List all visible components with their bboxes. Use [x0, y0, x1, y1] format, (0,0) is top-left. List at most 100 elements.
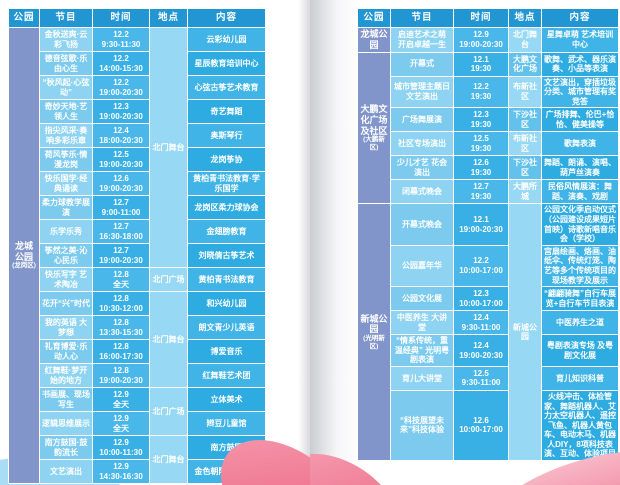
content-cell: 舞蹈、朗诵、演唱、葫芦丝演奏 [541, 155, 619, 181]
content-cell: 辫豆儿童馆 [187, 411, 266, 436]
time-cell: 12.4 19:00-20:30 [453, 334, 509, 367]
program-cell: “秋风起·心弦动” [39, 75, 93, 100]
content-cell: 云彩幼儿园 [187, 27, 266, 52]
column-header: 地点 [508, 8, 542, 28]
content-cell: 龙岗区柔力球协会 [187, 195, 266, 220]
content-cell: 歌舞表演 [541, 131, 619, 157]
content-cell: 龙岗筝协 [187, 147, 266, 172]
location-cell: 北门舞台 [149, 435, 188, 484]
time-cell: 12.2 19:00-20:30 [92, 75, 150, 100]
time-cell: 12.6 19:00-20:30 [92, 171, 150, 196]
content-cell: 立体美术 [187, 387, 266, 412]
program-cell: 开幕式 [390, 51, 454, 77]
content-cell: 黄柏青书法教育·学乐国学 [187, 171, 266, 196]
content-cell: “翩翩骑舞”自行车展览+自行车节目表演 [541, 286, 619, 312]
content-cell: 南方鼓国 [187, 435, 266, 460]
program-cell: 乐学乐秀 [39, 219, 93, 244]
time-cell: 12.5 19:00-20:30 [92, 147, 150, 172]
content-cell: 奥斯琴行 [187, 123, 266, 148]
time-cell: 12.8 16:00-17:30 [92, 339, 150, 364]
program-cell: 快乐国学·经典诵读 [39, 171, 93, 196]
time-cell: 12.7 9:00-11:00 [92, 195, 150, 220]
program-cell: 城市管理主题日 文艺演出 [390, 75, 454, 109]
content-cell: 星辰教育培训中心 [187, 51, 266, 76]
program-cell: 南方鼓国·鼓韵流长 [39, 435, 93, 460]
program-cell: 指尖风采·奏响多彩乐章 [39, 123, 93, 148]
program-cell: 闭幕式晚会 [390, 179, 454, 205]
time-cell: 12.3 19:00-20:30 [92, 99, 150, 124]
content-cell: 火线冲击、体检管家、舞蹈机器人、艾力太空机器人、遥控飞鱼、机器人黄包车、电动木马… [541, 389, 619, 462]
time-cell: 12.4 9:30-11:00 [453, 310, 509, 336]
time-cell: 12.1 19:00-20:30 [453, 203, 509, 246]
program-cell: 启迪艺术之萌 开启卓越一生 [390, 27, 454, 53]
time-cell: 12.7 19:00-20:30 [92, 243, 150, 268]
program-cell: 书画展、现场写生 [39, 387, 93, 412]
time-cell: 12.6 10:00-17:00 [453, 389, 509, 462]
program-cell: 公园嘉年华 [390, 244, 454, 288]
time-cell: 12.8 13:30-15:30 [92, 315, 150, 340]
content-cell: 金翅膀教育 [187, 219, 266, 244]
program-cell: 柔力球教学展演 [39, 195, 93, 220]
program-cell: “情系传统，重温经典” 光明粤剧表演 [390, 334, 454, 367]
time-cell: 12.6 19:30 [453, 155, 509, 181]
program-cell: 我的英语 大梦想 [39, 315, 93, 340]
content-cell: 黄柏青书法教育 [187, 267, 266, 292]
park-cell: 新城公园 (光明新区) [357, 203, 391, 462]
location-cell: 下沙社区 [508, 155, 542, 181]
park-cell: 龙城公园 [357, 27, 391, 53]
time-cell: 12.9 10:00-11:30 [92, 435, 150, 460]
parks-schedule-table: 公园 节目 时间 地点 内容 龙城公园 启迪艺术之萌 开启卓越一生 12.9 19:00-20:… [357, 8, 619, 462]
program-cell: 文艺演出 [39, 459, 93, 484]
program-cell: 筝然之美·沁心民乐 [39, 243, 93, 268]
column-header: 地点 [149, 8, 188, 28]
program-cell: 社区专场演出 [390, 131, 454, 157]
program-cell: 广场舞展演 [390, 107, 454, 133]
program-cell: 中医养生 大讲堂 [390, 310, 454, 336]
content-cell: 奇艺舞蹈 [187, 99, 266, 124]
program-cell: 红舞鞋·梦开始的地方 [39, 363, 93, 388]
content-cell: 刘晓倩古筝艺术 [187, 243, 266, 268]
program-cell: 逻辑思维展示 [39, 411, 93, 436]
location-cell: 布新社区 [508, 131, 542, 157]
program-cell: 公园文化展 [390, 286, 454, 312]
time-cell: 12.3 19:30 [453, 107, 509, 133]
column-header: 内容 [541, 8, 619, 28]
program-cell: 花开“兴”时代 [39, 291, 93, 316]
content-cell: 广场排舞、伦巴+恰恰、健美操等 [541, 107, 619, 133]
content-cell: 心弦古筝艺术教育 [187, 75, 266, 100]
location-cell: 北门舞台 [508, 27, 542, 53]
content-cell: 红舞鞋艺术团 [187, 363, 266, 388]
time-cell: 12.2 14:00-15:30 [92, 51, 150, 76]
column-header: 节目 [390, 8, 454, 28]
location-cell: 北门舞台 [149, 27, 188, 268]
time-cell: 12.2 9:30-11:30 [92, 27, 150, 52]
content-cell: 粤剧表演专场 及粤剧文化展 [541, 334, 619, 367]
location-cell: 新城公园 [508, 203, 542, 462]
time-cell: 12.8 全天 [92, 267, 150, 292]
column-header: 内容 [187, 8, 266, 28]
longcheng-park-schedule-table: 公园 节目 时间 地点 内容 龙城公园 (龙岗区) 金秋送爽·云彩飞扬 12.2 9:30-11:… [8, 8, 266, 484]
location-cell: 北门广场 [149, 387, 188, 436]
content-cell: 朗文青少儿英语 [187, 315, 266, 340]
time-cell: 12.5 19:30 [453, 131, 509, 157]
time-cell: 12.9 14:30-16:30 [92, 459, 150, 484]
content-cell: 中医养生之道 [541, 310, 619, 336]
content-cell: 星舞卓萌 艺术培训中心 [541, 27, 619, 53]
program-cell: 金秋送爽·云彩飞扬 [39, 27, 93, 52]
time-cell: 12.7 16:30-18:00 [92, 219, 150, 244]
column-header: 公园 [357, 8, 391, 28]
content-cell: 育儿知识科普 [541, 365, 619, 391]
column-header: 时间 [92, 8, 150, 28]
time-cell: 12.2 19:30 [453, 75, 509, 109]
time-cell: 12.4 18:00-20:30 [92, 123, 150, 148]
program-cell: 开幕式晚会 [390, 203, 454, 246]
program-cell: 荷风筝乐·情漫龙岗 [39, 147, 93, 172]
column-header: 节目 [39, 8, 93, 28]
program-cell: 礼育博爱·乐动人心 [39, 339, 93, 364]
content-cell: 民俗风情展演：舞蹈、演奏、戏剧 [541, 179, 619, 205]
content-cell: 和兴幼儿园 [187, 291, 266, 316]
time-cell: 12.1 19:30 [453, 51, 509, 77]
time-cell: 12.9 全天 [92, 387, 150, 412]
location-cell: 大鹏所城 [508, 179, 542, 205]
content-cell: 宫扇绘画、烙画、油纸伞、传统灯笼、陶艺等多个传统项目的现场教学及展示 [541, 244, 619, 288]
